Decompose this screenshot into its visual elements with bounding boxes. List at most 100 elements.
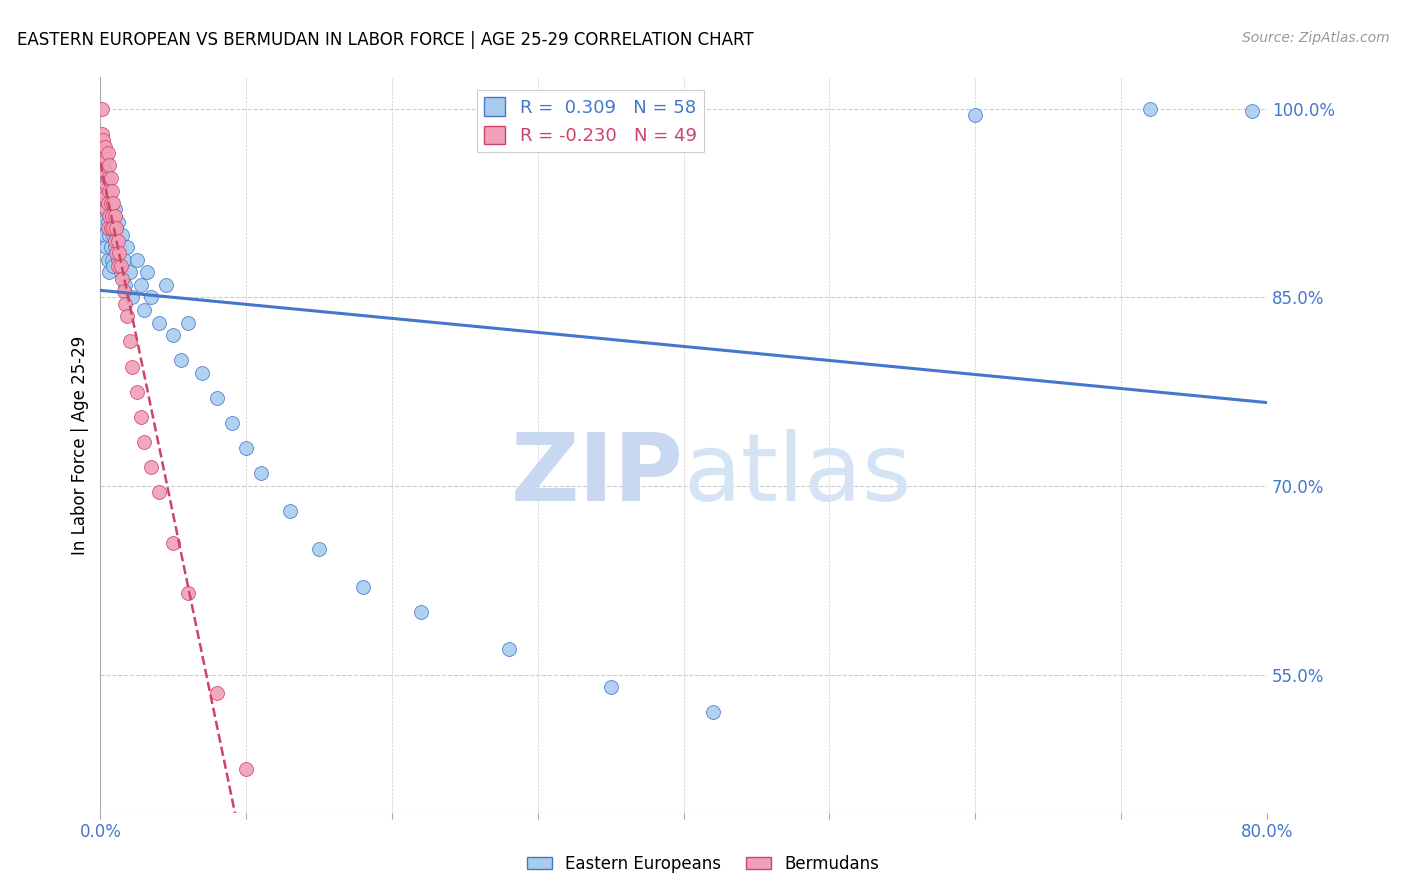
Point [177, 586, 200, 600]
Point [98, 209, 121, 223]
Point [96, 240, 118, 254]
Text: ZIP: ZIP [510, 428, 683, 521]
Point [101, 252, 124, 267]
Point [308, 541, 330, 556]
Point [107, 215, 129, 229]
Point [100, 240, 122, 254]
Point [114, 297, 136, 311]
Point [205, 686, 228, 700]
Point [103, 259, 125, 273]
Point [101, 215, 124, 229]
Text: atlas: atlas [683, 428, 912, 521]
Text: Source: ZipAtlas.com: Source: ZipAtlas.com [1241, 31, 1389, 45]
Point [155, 277, 177, 292]
Point [148, 485, 170, 500]
Point [90, 152, 112, 166]
Point [100, 171, 122, 186]
Point [191, 366, 214, 380]
Point [91, 215, 114, 229]
Point [118, 265, 141, 279]
Point [97, 252, 120, 267]
Point [148, 316, 170, 330]
Point [90, 102, 112, 116]
Point [111, 271, 134, 285]
Point [107, 259, 129, 273]
Point [115, 240, 138, 254]
Point [97, 221, 120, 235]
Point [108, 240, 131, 254]
Point [98, 190, 121, 204]
Point [98, 158, 121, 172]
Point [104, 234, 127, 248]
Point [105, 227, 128, 242]
Point [235, 442, 257, 456]
Point [96, 152, 118, 166]
Point [105, 221, 128, 235]
Point [97, 171, 120, 186]
Point [101, 209, 124, 223]
Point [115, 310, 138, 324]
Point [103, 227, 125, 242]
Point [177, 316, 200, 330]
Point [91, 158, 114, 172]
Point [100, 196, 122, 211]
Point [136, 265, 159, 279]
Point [169, 353, 191, 368]
Point [100, 202, 122, 217]
Point [93, 139, 115, 153]
Point [702, 706, 724, 720]
Point [107, 252, 129, 267]
Point [110, 259, 132, 273]
Point [103, 221, 125, 235]
Point [101, 184, 124, 198]
Point [121, 359, 143, 374]
Point [97, 215, 120, 229]
Point [110, 265, 132, 279]
Point [125, 384, 148, 399]
Point [104, 209, 127, 223]
Point [1241, 104, 1264, 119]
Point [104, 202, 127, 217]
Point [129, 277, 152, 292]
Point [93, 190, 115, 204]
Point [205, 391, 228, 405]
Point [125, 252, 148, 267]
Point [96, 165, 118, 179]
Point [599, 680, 621, 694]
Point [97, 145, 120, 160]
Point [98, 184, 121, 198]
Point [108, 246, 131, 260]
Point [965, 108, 987, 122]
Point [112, 252, 135, 267]
Point [90, 152, 112, 166]
Text: EASTERN EUROPEAN VS BERMUDAN IN LABOR FORCE | AGE 25-29 CORRELATION CHART: EASTERN EUROPEAN VS BERMUDAN IN LABOR FO… [17, 31, 754, 49]
Point [91, 133, 114, 147]
Point [100, 221, 122, 235]
Point [278, 504, 301, 518]
Point [93, 190, 115, 204]
Point [221, 416, 243, 430]
Point [235, 762, 257, 776]
Point [98, 227, 121, 242]
Point [90, 127, 112, 141]
Point [97, 184, 120, 198]
Point [96, 202, 118, 217]
Point [141, 460, 163, 475]
Point [249, 467, 271, 481]
Point [98, 265, 121, 279]
Point [93, 165, 115, 179]
Point [411, 605, 433, 619]
Legend: R =  0.309   N = 58, R = -0.230   N = 49: R = 0.309 N = 58, R = -0.230 N = 49 [477, 90, 704, 153]
Point [111, 227, 134, 242]
Point [96, 202, 118, 217]
Point [112, 284, 135, 298]
Point [132, 303, 155, 318]
Point [141, 290, 163, 304]
Point [107, 234, 129, 248]
Point [91, 178, 114, 192]
Point [96, 178, 118, 192]
Point [114, 277, 136, 292]
Point [162, 535, 184, 549]
Point [97, 196, 120, 211]
Point [103, 196, 125, 211]
